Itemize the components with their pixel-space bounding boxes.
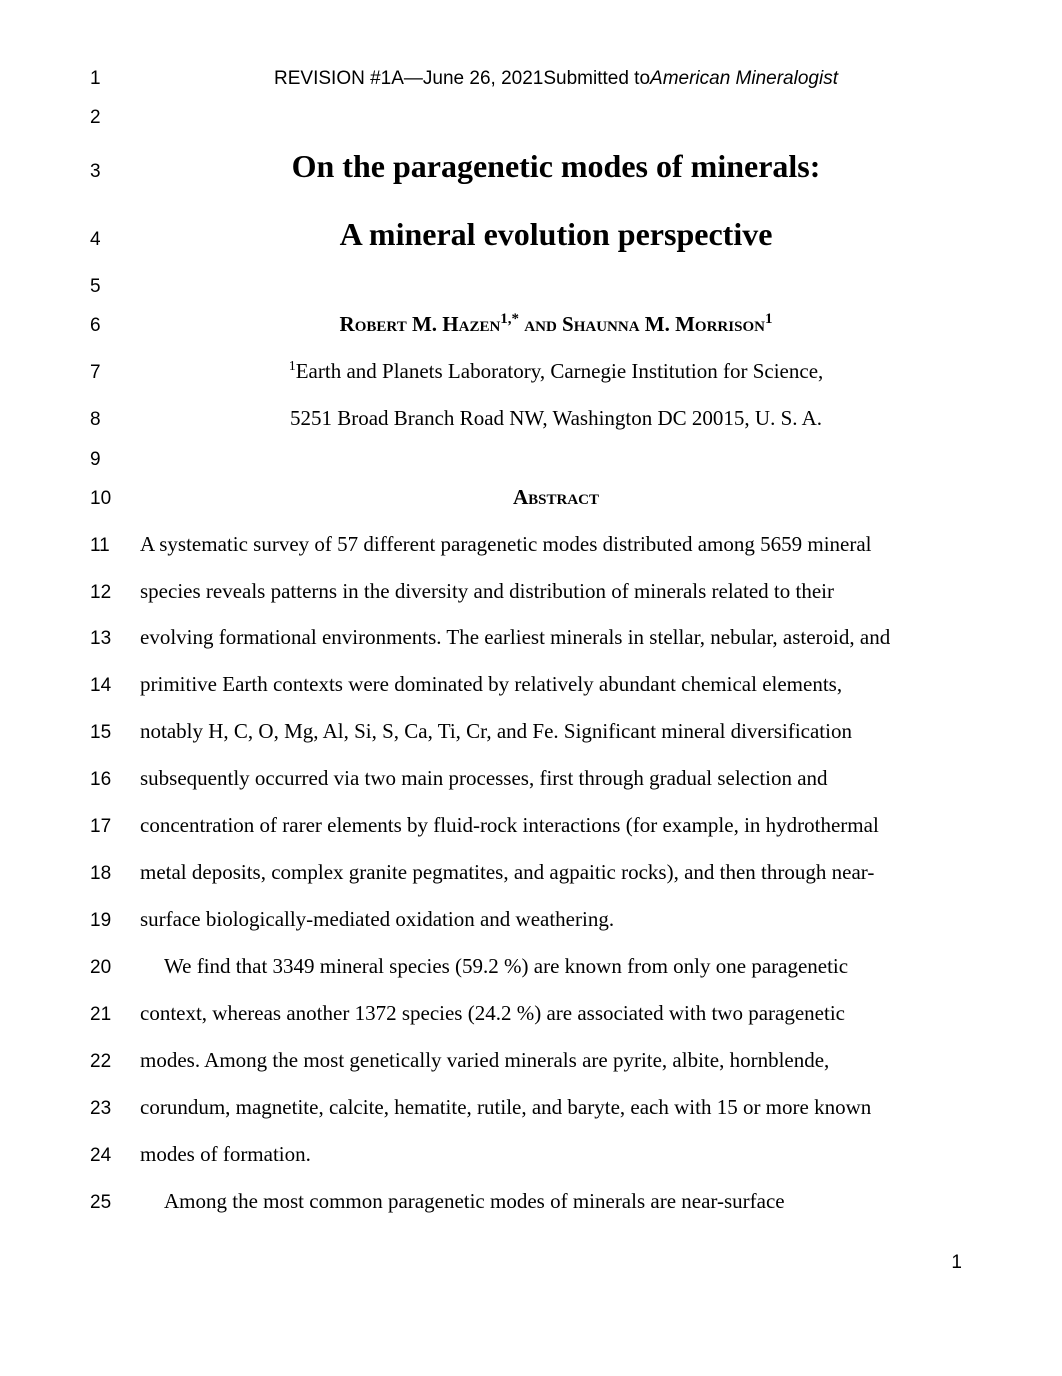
body-line-20: 20 We find that 3349 mineral species (59… (90, 946, 972, 987)
body-line-24: 24 modes of formation. (90, 1134, 972, 1175)
body-line-22: 22 modes. Among the most genetically var… (90, 1040, 972, 1081)
page-number: 1 (90, 1252, 972, 1274)
body-line-19: 19 surface biologically-mediated oxidati… (90, 899, 972, 940)
body-text-16: subsequently occurred via two main proce… (140, 758, 972, 799)
lineno-15: 15 (90, 722, 140, 744)
author-1-sup: 1,* (500, 311, 519, 327)
body-text-20: We find that 3349 mineral species (59.2 … (140, 946, 972, 987)
body-line-17: 17 concentration of rarer elements by fl… (90, 805, 972, 846)
body-text-24: modes of formation. (140, 1134, 972, 1175)
body-text-22: modes. Among the most genetically varied… (140, 1040, 972, 1081)
body-text-23: corundum, magnetite, calcite, hematite, … (140, 1087, 972, 1128)
body-line-11: 11 A systematic survey of 57 different p… (90, 524, 972, 565)
body-line-25: 25 Among the most common paragenetic mod… (90, 1181, 972, 1222)
lineno-17: 17 (90, 816, 140, 838)
lineno-3: 3 (90, 161, 140, 183)
body-text-17: concentration of rarer elements by fluid… (140, 805, 972, 846)
lineno-12: 12 (90, 582, 140, 604)
lineno-20: 20 (90, 957, 140, 979)
lineno-23: 23 (90, 1098, 140, 1120)
blank-line-9: 9 (90, 445, 972, 471)
body-line-18: 18 metal deposits, complex granite pegma… (90, 852, 972, 893)
body-text-13: evolving formational environments. The e… (140, 617, 972, 658)
lineno-22: 22 (90, 1051, 140, 1073)
title-line-1: 3 On the paragenetic modes of minerals: (90, 135, 972, 197)
body-text-14: primitive Earth contexts were dominated … (140, 664, 972, 705)
lineno-1: 1 (90, 68, 140, 90)
body-line-14: 14 primitive Earth contexts were dominat… (90, 664, 972, 705)
body-text-21: context, whereas another 1372 species (2… (140, 993, 972, 1034)
lineno-2: 2 (90, 107, 140, 129)
affil-sup: 1 (289, 359, 296, 374)
lineno-16: 16 (90, 769, 140, 791)
authors-content: Robert M. Hazen1,* and Shaunna M. Morris… (140, 304, 972, 345)
affil-line-1: 7 1Earth and Planets Laboratory, Carnegi… (90, 351, 972, 392)
lineno-18: 18 (90, 863, 140, 885)
author-2-sup: 1 (765, 311, 773, 327)
lineno-7: 7 (90, 362, 140, 384)
body-text-15: notably H, C, O, Mg, Al, Si, S, Ca, Ti, … (140, 711, 972, 752)
blank-content (140, 103, 972, 123)
lineno-19: 19 (90, 910, 140, 932)
blank-line-2: 2 (90, 103, 972, 129)
lineno-25: 25 (90, 1192, 140, 1214)
body-line-23: 23 corundum, magnetite, calcite, hematit… (90, 1087, 972, 1128)
blank-content-5 (140, 272, 972, 292)
lineno-9: 9 (90, 449, 140, 471)
lineno-24: 24 (90, 1145, 140, 1167)
affil-content-1: 1Earth and Planets Laboratory, Carnegie … (140, 351, 972, 392)
lineno-4: 4 (90, 229, 140, 251)
authors-and: and (519, 312, 562, 336)
revision-text: REVISION #1A—June 26, 2021Submitted to (274, 68, 650, 89)
affil-line-2: 8 5251 Broad Branch Road NW, Washington … (90, 398, 972, 439)
lineno-10: 10 (90, 488, 140, 510)
body-line-12: 12 species reveals patterns in the diver… (90, 571, 972, 612)
header-line: 1 REVISION #1A—June 26, 2021Submitted to… (90, 60, 972, 97)
lineno-13: 13 (90, 628, 140, 650)
body-text-19: surface biologically-mediated oxidation … (140, 899, 972, 940)
body-text-18: metal deposits, complex granite pegmatit… (140, 852, 972, 893)
lineno-21: 21 (90, 1004, 140, 1026)
body-text-11: A systematic survey of 57 different para… (140, 524, 972, 565)
title-text-2: A mineral evolution perspective (140, 203, 972, 265)
abstract-heading-text: Abstract (140, 477, 972, 518)
blank-content-9 (140, 445, 972, 465)
author-2-name: Shaunna M. Morrison (562, 312, 765, 336)
lineno-8: 8 (90, 409, 140, 431)
lineno-14: 14 (90, 675, 140, 697)
body-line-21: 21 context, whereas another 1372 species… (90, 993, 972, 1034)
title-line-2: 4 A mineral evolution perspective (90, 203, 972, 265)
body-line-13: 13 evolving formational environments. Th… (90, 617, 972, 658)
author-1-name: Robert M. Hazen (340, 312, 501, 336)
header-content: REVISION #1A—June 26, 2021Submitted toAm… (140, 60, 972, 97)
lineno-11: 11 (90, 535, 140, 557)
body-text-12: species reveals patterns in the diversit… (140, 571, 972, 612)
body-text-25: Among the most common paragenetic modes … (140, 1181, 972, 1222)
affil-text-2: 5251 Broad Branch Road NW, Washington DC… (140, 398, 972, 439)
authors-line: 6 Robert M. Hazen1,* and Shaunna M. Morr… (90, 304, 972, 345)
body-line-15: 15 notably H, C, O, Mg, Al, Si, S, Ca, T… (90, 711, 972, 752)
lineno-5: 5 (90, 276, 140, 298)
title-text-1: On the paragenetic modes of minerals: (140, 135, 972, 197)
affil-text-1: Earth and Planets Laboratory, Carnegie I… (296, 359, 824, 383)
body-line-16: 16 subsequently occurred via two main pr… (90, 758, 972, 799)
lineno-6: 6 (90, 315, 140, 337)
journal-name: American Mineralogist (650, 68, 838, 89)
blank-line-5: 5 (90, 272, 972, 298)
abstract-heading-line: 10 Abstract (90, 477, 972, 518)
